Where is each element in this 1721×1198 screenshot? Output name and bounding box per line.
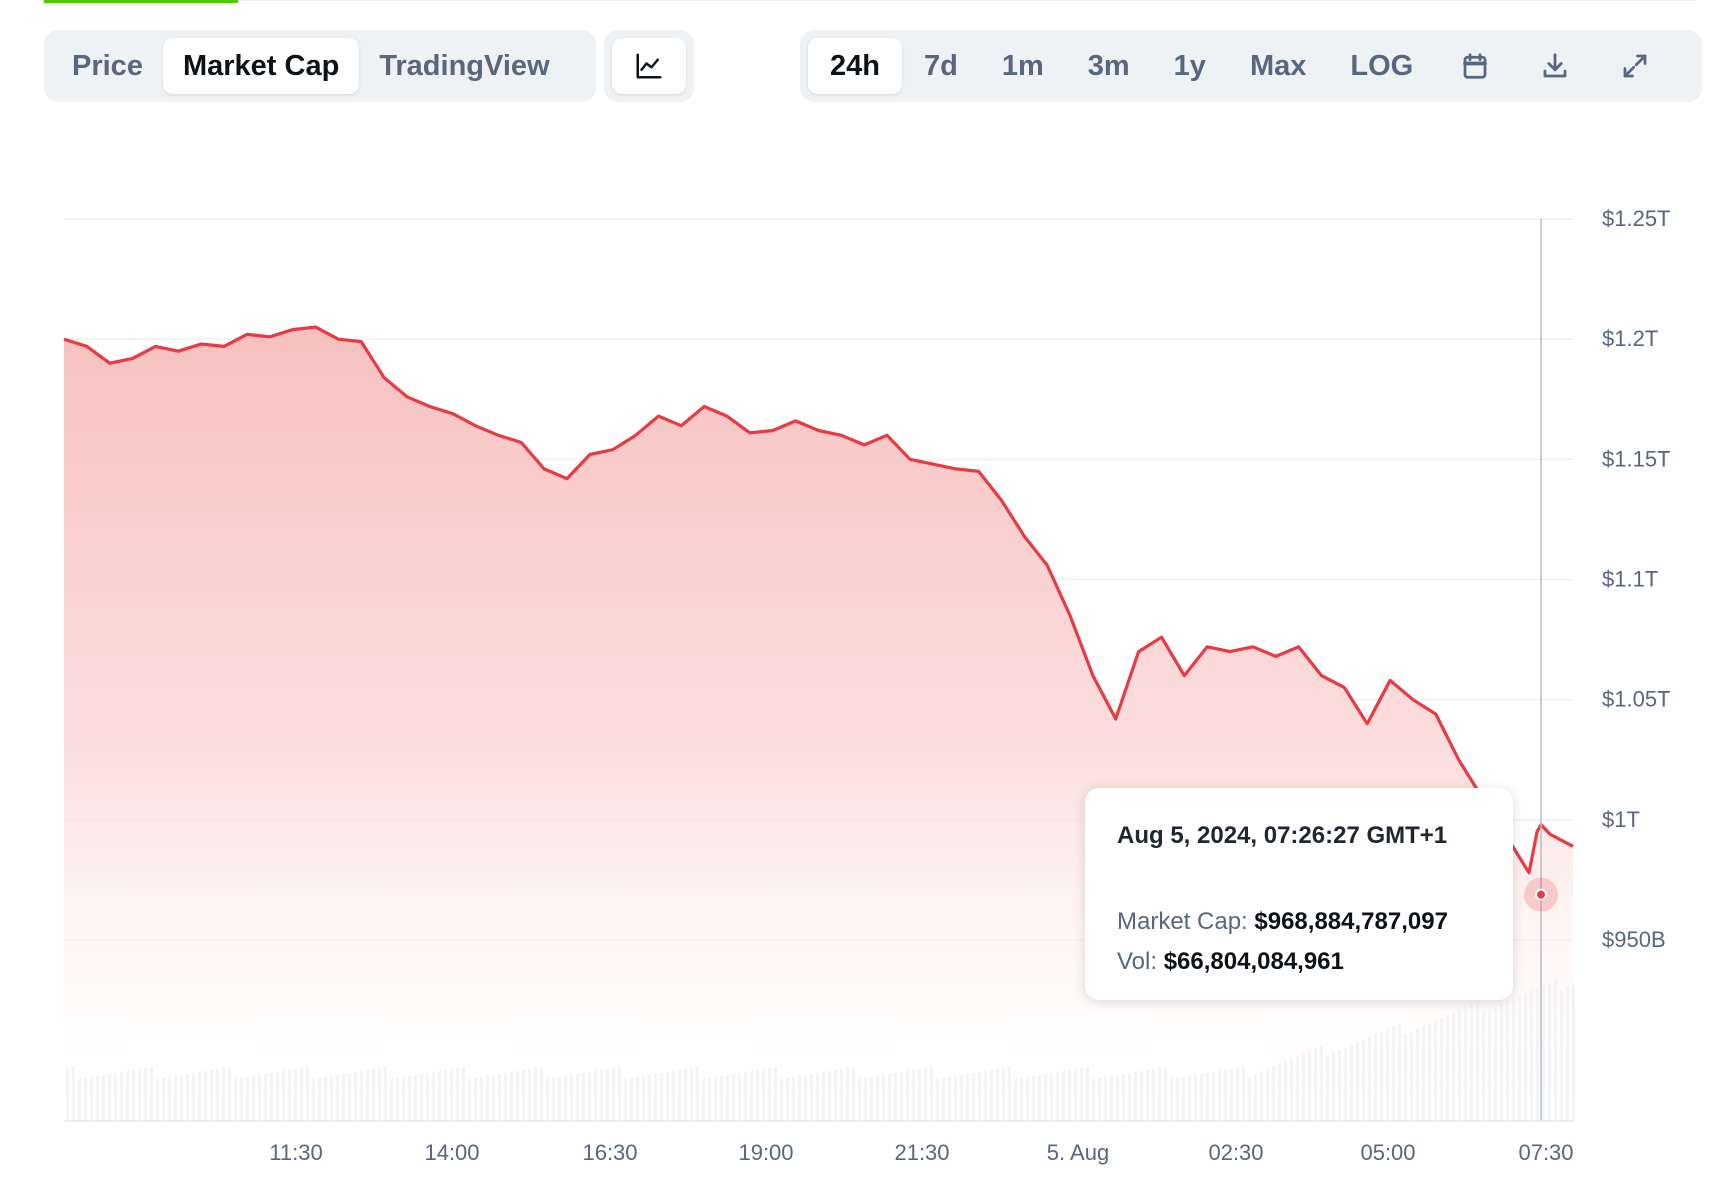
y-tick-label: $1.25T [1602, 206, 1671, 231]
range-max[interactable]: Max [1249, 49, 1307, 82]
x-tick-label: 05:00 [1360, 1140, 1415, 1165]
x-axis: 11:30 14:00 16:30 19:00 21:30 5. Aug 02:30 05:0… [269, 1140, 1573, 1165]
tab-price[interactable]: Price [72, 49, 143, 82]
data-tooltip: Aug 5, 2024, 07:26:27 GMT+1 Market Cap: … [1085, 788, 1513, 1000]
calendar-button[interactable] [1435, 38, 1515, 94]
range-3m[interactable]: 3m [1087, 49, 1130, 82]
tooltip-market-cap-value: $968,884,787,097 [1254, 908, 1448, 935]
range-7d[interactable]: 7d [923, 49, 958, 82]
calendar-icon [1463, 53, 1488, 79]
tooltip-volume-value: $66,804,084,961 [1163, 948, 1344, 975]
range-1m[interactable]: 1m [1001, 49, 1044, 82]
x-tick-label: 07:30 [1518, 1140, 1573, 1165]
x-tick-label: 21:30 [894, 1140, 949, 1165]
y-tick-label: $1.1T [1602, 567, 1658, 592]
range-1y[interactable]: 1y [1173, 49, 1206, 82]
x-tick-label: 02:30 [1208, 1140, 1263, 1165]
log-scale-toggle[interactable]: LOG [1350, 49, 1414, 82]
y-axis: $1.25T $1.2T $1.15T $1.1T $1.05T $1T $950B [1602, 206, 1671, 952]
y-tick-label: $1.05T [1602, 687, 1671, 712]
y-tick-label: $950B [1602, 927, 1666, 952]
x-tick-label: 5. Aug [1047, 1140, 1109, 1165]
top-accent-bar [44, 0, 238, 3]
tooltip-date: Aug 5, 2024, 07:26:27 GMT+1 [1117, 822, 1448, 849]
hover-point [1535, 888, 1547, 901]
download-button[interactable] [1515, 38, 1595, 94]
download-icon [1543, 53, 1567, 78]
top-divider [238, 0, 1697, 1]
y-tick-label: $1.15T [1602, 446, 1671, 471]
y-tick-label: $1T [1602, 807, 1640, 832]
line-chart-button[interactable] [612, 38, 686, 94]
tooltip-market-cap-row: Market Cap: $968,884,787,097 [1117, 908, 1513, 936]
fullscreen-button[interactable] [1595, 38, 1675, 94]
y-tick-label: $1.2T [1602, 326, 1658, 351]
tab-tradingview[interactable]: TradingView [379, 49, 550, 82]
market-cap-line [63, 325, 1574, 875]
chart-view-toggle: Price Market Cap TradingView [44, 30, 596, 102]
tab-market-cap[interactable]: Market Cap [162, 38, 360, 94]
x-tick-label: 14:00 [424, 1140, 479, 1165]
line-chart-icon [636, 53, 662, 79]
time-range-toggle: 24h 7d 1m 3m 1y Max LOG [800, 30, 1702, 102]
x-tick-label: 19:00 [738, 1140, 793, 1165]
tooltip-market-cap-label: Market Cap: [1117, 908, 1248, 935]
volume-bar [1572, 984, 1575, 1121]
x-tick-label: 11:30 [269, 1140, 322, 1165]
market-cap-area [64, 327, 1573, 1122]
range-24h[interactable]: 24h [808, 38, 902, 94]
fullscreen-icon [1623, 54, 1647, 78]
tooltip-volume-row: Vol: $66,804,084,961 [1117, 948, 1513, 976]
chart-type-toggle [604, 30, 694, 102]
x-tick-label: 16:30 [582, 1140, 637, 1165]
tooltip-volume-label: Vol: [1117, 948, 1158, 975]
